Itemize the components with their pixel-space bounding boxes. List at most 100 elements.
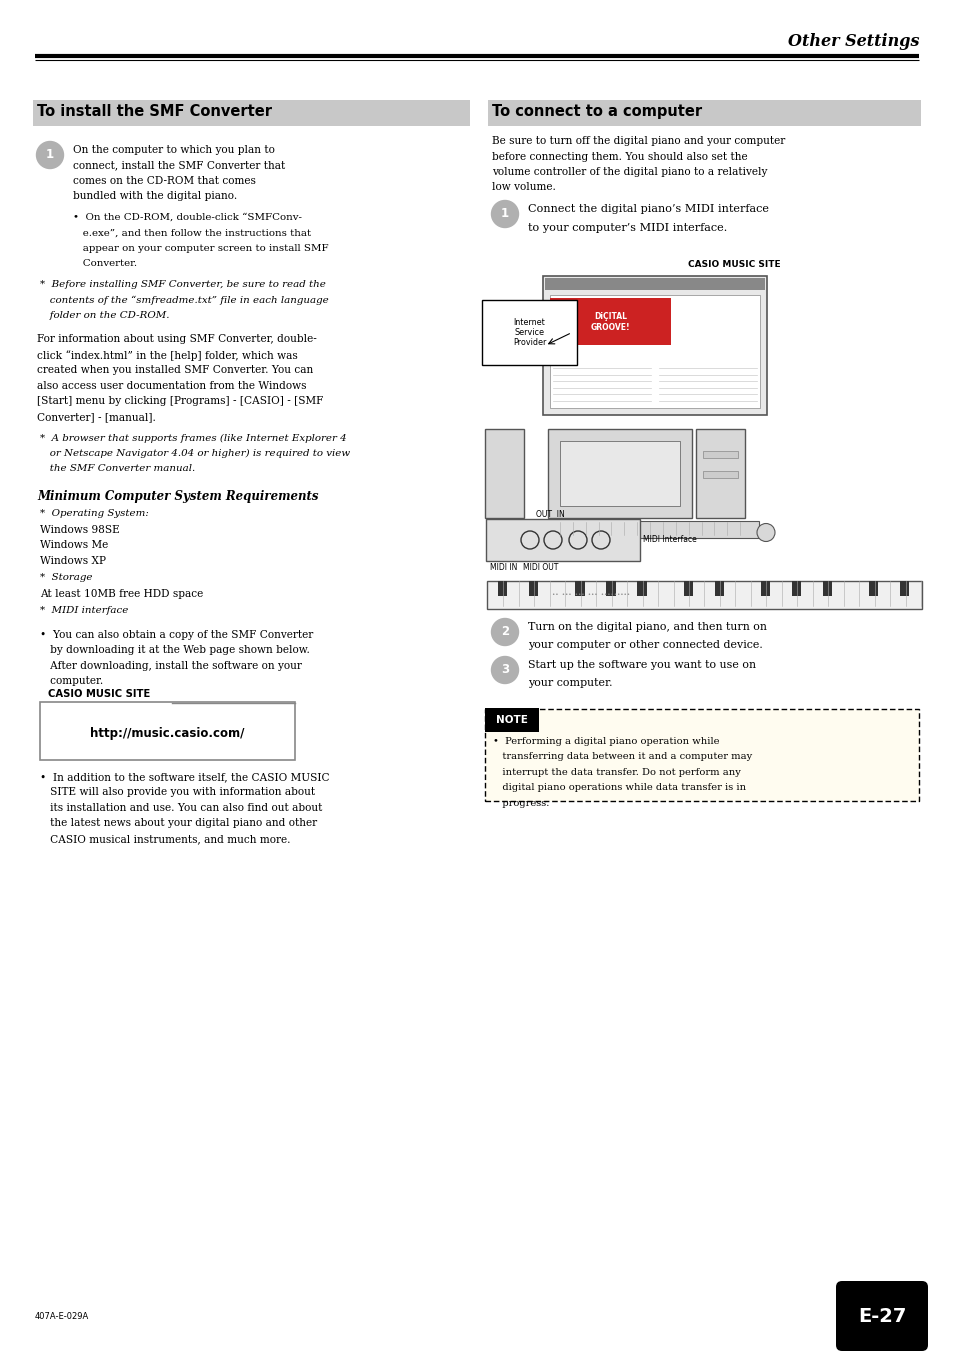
FancyBboxPatch shape [868, 581, 878, 596]
Text: interrupt the data transfer. Do not perform any: interrupt the data transfer. Do not perf… [493, 767, 740, 777]
Text: Connect the digital piano’s MIDI interface: Connect the digital piano’s MIDI interfa… [527, 204, 768, 213]
Text: bundled with the digital piano.: bundled with the digital piano. [73, 192, 237, 201]
Text: 3: 3 [500, 663, 509, 677]
FancyBboxPatch shape [702, 471, 738, 478]
Text: Converter] - [manual].: Converter] - [manual]. [37, 412, 155, 422]
Text: For information about using SMF Converter, double-: For information about using SMF Converte… [37, 335, 316, 345]
FancyBboxPatch shape [550, 299, 670, 346]
Text: •  In addition to the software itself, the CASIO MUSIC: • In addition to the software itself, th… [40, 771, 330, 782]
FancyBboxPatch shape [488, 100, 920, 126]
Text: [Start] menu by clicking [Programs] - [CASIO] - [SMF: [Start] menu by clicking [Programs] - [C… [37, 396, 323, 407]
Text: your computer or other connected device.: your computer or other connected device. [527, 640, 762, 650]
Text: e.exe”, and then follow the instructions that: e.exe”, and then follow the instructions… [73, 228, 311, 238]
Text: the SMF Converter manual.: the SMF Converter manual. [40, 465, 195, 473]
FancyBboxPatch shape [683, 581, 692, 596]
Text: *  MIDI interface: * MIDI interface [40, 607, 129, 616]
FancyBboxPatch shape [550, 295, 760, 408]
Text: •  Performing a digital piano operation while: • Performing a digital piano operation w… [493, 738, 719, 746]
Text: •  On the CD-ROM, double-click “SMFConv-: • On the CD-ROM, double-click “SMFConv- [73, 213, 302, 222]
Text: *  Storage: * Storage [40, 574, 92, 582]
Text: CASIO MUSIC SITE: CASIO MUSIC SITE [687, 259, 780, 269]
FancyBboxPatch shape [484, 709, 918, 801]
Text: Windows Me: Windows Me [40, 540, 108, 550]
Text: MIDI OUT: MIDI OUT [522, 563, 558, 571]
Circle shape [757, 523, 774, 542]
Text: Windows 98SE: Windows 98SE [40, 526, 120, 535]
Text: NOTE: NOTE [496, 715, 527, 725]
Text: Windows XP: Windows XP [40, 557, 106, 566]
Text: by downloading it at the Web page shown below.: by downloading it at the Web page shown … [40, 646, 310, 655]
Text: 1: 1 [500, 208, 509, 220]
Circle shape [491, 619, 518, 646]
Text: Minimum Computer System Requirements: Minimum Computer System Requirements [37, 490, 318, 503]
Text: 407A-E-029A: 407A-E-029A [35, 1312, 90, 1321]
Text: MIDI Interface: MIDI Interface [642, 535, 696, 544]
Text: to your computer’s MIDI interface.: to your computer’s MIDI interface. [527, 223, 726, 234]
Text: also access user documentation from the Windows: also access user documentation from the … [37, 381, 306, 390]
Circle shape [491, 657, 518, 684]
FancyBboxPatch shape [637, 581, 646, 596]
Text: On the computer to which you plan to: On the computer to which you plan to [73, 145, 274, 155]
Text: *  A browser that supports frames (like Internet Explorer 4: * A browser that supports frames (like I… [40, 434, 346, 443]
Text: 1: 1 [46, 149, 54, 162]
Text: low volume.: low volume. [492, 182, 556, 192]
FancyBboxPatch shape [33, 100, 470, 126]
Text: Other Settings: Other Settings [786, 32, 918, 50]
Text: •  You can also obtain a copy of the SMF Converter: • You can also obtain a copy of the SMF … [40, 630, 313, 640]
Text: digital piano operations while data transfer is in: digital piano operations while data tran… [493, 784, 745, 793]
FancyBboxPatch shape [714, 581, 723, 596]
FancyBboxPatch shape [485, 519, 639, 561]
Text: computer.: computer. [40, 677, 103, 686]
FancyBboxPatch shape [554, 521, 759, 538]
FancyBboxPatch shape [791, 581, 801, 596]
Circle shape [36, 142, 64, 169]
Text: or Netscape Navigator 4.04 or higher) is required to view: or Netscape Navigator 4.04 or higher) is… [40, 449, 350, 458]
FancyBboxPatch shape [702, 451, 738, 458]
Text: your computer.: your computer. [527, 678, 612, 689]
Text: appear on your computer screen to install SMF: appear on your computer screen to instal… [73, 245, 328, 253]
Text: connect, install the SMF Converter that: connect, install the SMF Converter that [73, 161, 285, 170]
Text: created when you installed SMF Converter. You can: created when you installed SMF Converter… [37, 366, 313, 376]
Text: To install the SMF Converter: To install the SMF Converter [37, 104, 272, 119]
FancyBboxPatch shape [696, 430, 744, 517]
Text: contents of the “smfreadme.txt” file in each language: contents of the “smfreadme.txt” file in … [40, 296, 329, 305]
Text: its installation and use. You can also find out about: its installation and use. You can also f… [40, 802, 322, 813]
Text: SITE will also provide you with information about: SITE will also provide you with informat… [40, 788, 314, 797]
FancyBboxPatch shape [821, 581, 831, 596]
Text: DiÇITAL
GROOVE!: DiÇITAL GROOVE! [590, 312, 630, 331]
FancyBboxPatch shape [497, 581, 507, 596]
Text: Start up the software you want to use on: Start up the software you want to use on [527, 661, 755, 670]
FancyBboxPatch shape [481, 300, 577, 365]
Text: E-27: E-27 [857, 1306, 905, 1325]
FancyBboxPatch shape [484, 708, 538, 732]
FancyBboxPatch shape [575, 581, 584, 596]
Text: *  Operating System:: * Operating System: [40, 509, 149, 519]
FancyBboxPatch shape [484, 430, 523, 517]
FancyBboxPatch shape [542, 276, 766, 415]
Text: After downloading, install the software on your: After downloading, install the software … [40, 661, 301, 671]
Text: OUT  IN: OUT IN [536, 509, 564, 519]
Text: the latest news about your digital piano and other: the latest news about your digital piano… [40, 819, 316, 828]
FancyBboxPatch shape [559, 440, 679, 507]
Text: MIDI IN: MIDI IN [490, 563, 517, 571]
FancyBboxPatch shape [40, 703, 294, 761]
Text: •• ••• ••• ••• •••••••••: •• ••• ••• ••• ••••••••• [552, 593, 630, 597]
Text: http://music.casio.com/: http://music.casio.com/ [91, 727, 244, 740]
FancyBboxPatch shape [547, 430, 691, 517]
FancyBboxPatch shape [760, 581, 769, 596]
Text: transferring data between it and a computer may: transferring data between it and a compu… [493, 753, 752, 762]
Text: To connect to a computer: To connect to a computer [492, 104, 701, 119]
Text: folder on the CD-ROM.: folder on the CD-ROM. [40, 311, 170, 320]
FancyBboxPatch shape [544, 278, 764, 290]
Text: CASIO MUSIC SITE: CASIO MUSIC SITE [48, 689, 150, 698]
FancyBboxPatch shape [900, 581, 908, 596]
Text: Turn on the digital piano, and then turn on: Turn on the digital piano, and then turn… [527, 621, 766, 632]
FancyBboxPatch shape [486, 581, 921, 609]
Text: before connecting them. You should also set the: before connecting them. You should also … [492, 151, 747, 162]
Text: 2: 2 [500, 626, 509, 639]
Text: progress.: progress. [493, 798, 549, 808]
Text: CASIO musical instruments, and much more.: CASIO musical instruments, and much more… [40, 834, 291, 844]
FancyBboxPatch shape [528, 581, 537, 596]
Circle shape [491, 200, 518, 227]
Text: volume controller of the digital piano to a relatively: volume controller of the digital piano t… [492, 168, 766, 177]
